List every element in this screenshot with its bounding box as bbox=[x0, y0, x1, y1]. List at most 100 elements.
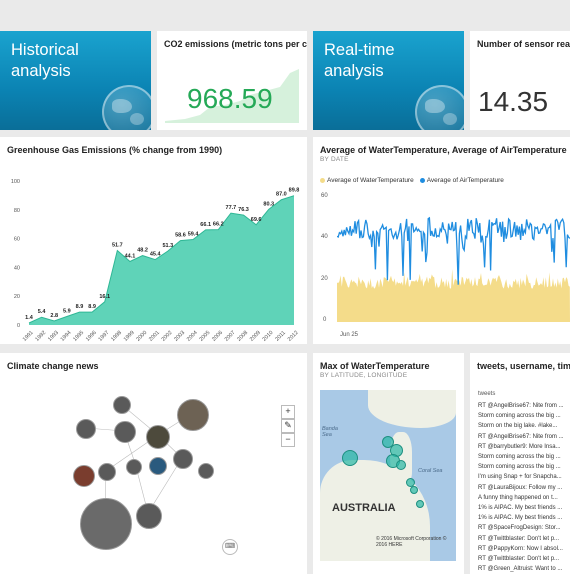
air-temperature-line bbox=[337, 216, 570, 285]
historical-analysis-tile[interactable]: Historical analysis bbox=[0, 31, 151, 130]
temperature-subtitle: BY DATE bbox=[320, 156, 349, 163]
map-title: Max of WaterTemperature bbox=[320, 361, 430, 371]
tweet-item[interactable]: RT @AngelBrise67: Nite from ... bbox=[478, 433, 564, 440]
realtime-analysis-tile[interactable]: Real-time analysis bbox=[313, 31, 464, 130]
x-tick-label: 2011 bbox=[274, 330, 287, 343]
y-tick-label: 60 bbox=[14, 237, 20, 243]
news-bubble[interactable] bbox=[126, 459, 142, 475]
sensor-readings-tile[interactable]: Number of sensor readin 14.35 bbox=[470, 31, 570, 130]
data-label: 8.9 bbox=[88, 304, 96, 310]
tweet-item[interactable]: Storm coming across the big ... bbox=[478, 464, 561, 471]
x-tick-label: 2003 bbox=[173, 330, 186, 343]
tweet-item[interactable]: RT @Green_Altruist: Want to ... bbox=[478, 566, 563, 573]
tweet-item[interactable]: RT @Twittblaster: Don't let p... bbox=[478, 556, 560, 563]
x-tick-label: 1994 bbox=[60, 330, 73, 343]
temperature-chart-area bbox=[337, 216, 570, 322]
news-bubble[interactable] bbox=[136, 503, 162, 529]
data-label: 1.4 bbox=[25, 315, 34, 321]
data-label: 51.7 bbox=[112, 243, 123, 249]
x-tick-label: 2008 bbox=[236, 330, 249, 343]
tweet-item[interactable]: 1% is AIPAC. My best friends ... bbox=[478, 505, 563, 512]
x-tick-label: 1993 bbox=[47, 330, 60, 343]
news-bubble[interactable] bbox=[76, 419, 96, 439]
zoom-in-button[interactable]: + bbox=[281, 405, 295, 419]
data-label: 16.1 bbox=[99, 294, 110, 300]
tweet-item[interactable]: Storm coming across the big ... bbox=[478, 413, 561, 420]
news-bubble[interactable] bbox=[198, 463, 214, 479]
tweet-item[interactable]: RT @barrybutler9: More Insa... bbox=[478, 443, 561, 450]
data-label: 66.2 bbox=[213, 222, 224, 228]
x-tick-label: 2001 bbox=[148, 330, 161, 343]
map-marker[interactable] bbox=[396, 460, 406, 470]
tweet-item[interactable]: RT @AngelBrise67: Nite from ... bbox=[478, 403, 564, 409]
data-label: 5.4 bbox=[38, 309, 47, 315]
zoom-out-button[interactable]: − bbox=[281, 433, 295, 447]
temp-y-60: 60 bbox=[321, 193, 328, 199]
water-temperature-area bbox=[337, 269, 570, 322]
data-label: 8.9 bbox=[76, 304, 84, 310]
area-series-line bbox=[28, 195, 295, 324]
globe-icon bbox=[102, 85, 151, 130]
y-tick-label: 100 bbox=[11, 179, 20, 185]
historical-analysis-title: Historical analysis bbox=[11, 41, 79, 80]
legend-air: Average of AirTemperature bbox=[419, 177, 504, 184]
tweet-item[interactable]: RT @Twittblaster: Don't let p... bbox=[478, 535, 560, 542]
news-bubble[interactable] bbox=[73, 465, 95, 487]
temperature-legend: Average of WaterTemperature Average of A… bbox=[320, 177, 504, 184]
tweet-item[interactable]: Storm on the big lake. #lake... bbox=[478, 423, 558, 430]
map-marker[interactable] bbox=[342, 450, 358, 466]
map-copyright: © 2016 Microsoft Corporation © 2016 HERE bbox=[376, 536, 447, 548]
water-temperature-map-tile[interactable]: Max of WaterTemperature BY LATITUDE, LON… bbox=[313, 353, 464, 574]
data-label: 59.4 bbox=[188, 231, 200, 237]
realtime-analysis-title: Real-time analysis bbox=[324, 41, 395, 80]
data-label: 89.8 bbox=[289, 188, 300, 194]
news-bubble[interactable] bbox=[173, 449, 193, 469]
data-label: 48.2 bbox=[137, 248, 148, 254]
temperature-chart-tile[interactable]: Average of WaterTemperature, Average of … bbox=[313, 137, 570, 344]
map-subtitle: BY LATITUDE, LONGITUDE bbox=[320, 372, 408, 379]
tweet-item[interactable]: RT @SpaceFrogDesign: Stor... bbox=[478, 525, 561, 532]
data-label: 87.0 bbox=[276, 192, 287, 198]
sensor-value: 14.35 bbox=[478, 86, 549, 117]
news-bubble[interactable] bbox=[113, 396, 131, 414]
data-label: 5.9 bbox=[63, 309, 71, 315]
data-label: 45.4 bbox=[150, 252, 162, 258]
news-bubble[interactable] bbox=[146, 425, 170, 449]
tweets-list[interactable]: RT @AngelBrise67: Nite from ... Storm com… bbox=[478, 401, 564, 574]
greenhouse-title: Greenhouse Gas Emissions (% change from … bbox=[7, 145, 223, 155]
news-title: Climate change news bbox=[7, 361, 99, 371]
map-view[interactable]: Banda Sea Coral Sea AUSTRALIA © 2016 Mic… bbox=[320, 390, 456, 561]
x-tick-label: 1991 bbox=[22, 330, 35, 343]
data-label: 66.1 bbox=[200, 222, 211, 228]
keyboard-icon[interactable]: ⌨ bbox=[222, 539, 238, 555]
tweets-title: tweets, username, time bbox=[477, 361, 570, 371]
climate-news-tile[interactable]: Climate change news + ✎ − ⌨ bbox=[0, 353, 307, 574]
pin-button[interactable]: ✎ bbox=[281, 419, 295, 433]
data-label: 51.3 bbox=[162, 243, 173, 249]
news-bubble[interactable] bbox=[149, 457, 167, 475]
x-tick-label: 1999 bbox=[123, 330, 136, 343]
x-tick-label: 2000 bbox=[135, 330, 148, 343]
news-bubble[interactable] bbox=[114, 421, 136, 443]
tweet-item[interactable]: Storm coming across the big ... bbox=[478, 454, 561, 461]
co2-value: 968.59 bbox=[187, 83, 273, 114]
map-marker[interactable] bbox=[410, 486, 418, 494]
greenhouse-chart-tile[interactable]: Greenhouse Gas Emissions (% change from … bbox=[0, 137, 307, 344]
temperature-title: Average of WaterTemperature, Average of … bbox=[320, 145, 567, 155]
tweet-item[interactable]: RT @LauraBijoux: Follow my ... bbox=[478, 484, 563, 491]
map-label-australia: AUSTRALIA bbox=[332, 502, 396, 514]
co2-emissions-tile[interactable]: CO2 emissions (metric tons per ca... 968… bbox=[157, 31, 307, 130]
tweet-item[interactable]: RT @PappyKorn: Now I absol... bbox=[478, 545, 563, 552]
temp-y-20: 20 bbox=[321, 276, 328, 282]
tweet-item[interactable]: I'm using Snap + for Snapcha... bbox=[478, 474, 562, 481]
news-bubble[interactable] bbox=[98, 463, 116, 481]
tweets-tile[interactable]: tweets, username, time tweets RT @AngelB… bbox=[470, 353, 570, 574]
news-bubble[interactable] bbox=[80, 498, 132, 550]
map-marker[interactable] bbox=[416, 500, 424, 508]
temp-y-0: 0 bbox=[323, 317, 327, 323]
tweet-item[interactable]: 1% is AIPAC. My best friends ... bbox=[478, 515, 563, 522]
x-tick-label: 2002 bbox=[161, 330, 174, 343]
x-tick-label: 1992 bbox=[34, 330, 47, 343]
news-bubble[interactable] bbox=[177, 399, 209, 431]
tweet-item[interactable]: A funny thing happened on t... bbox=[478, 494, 558, 501]
